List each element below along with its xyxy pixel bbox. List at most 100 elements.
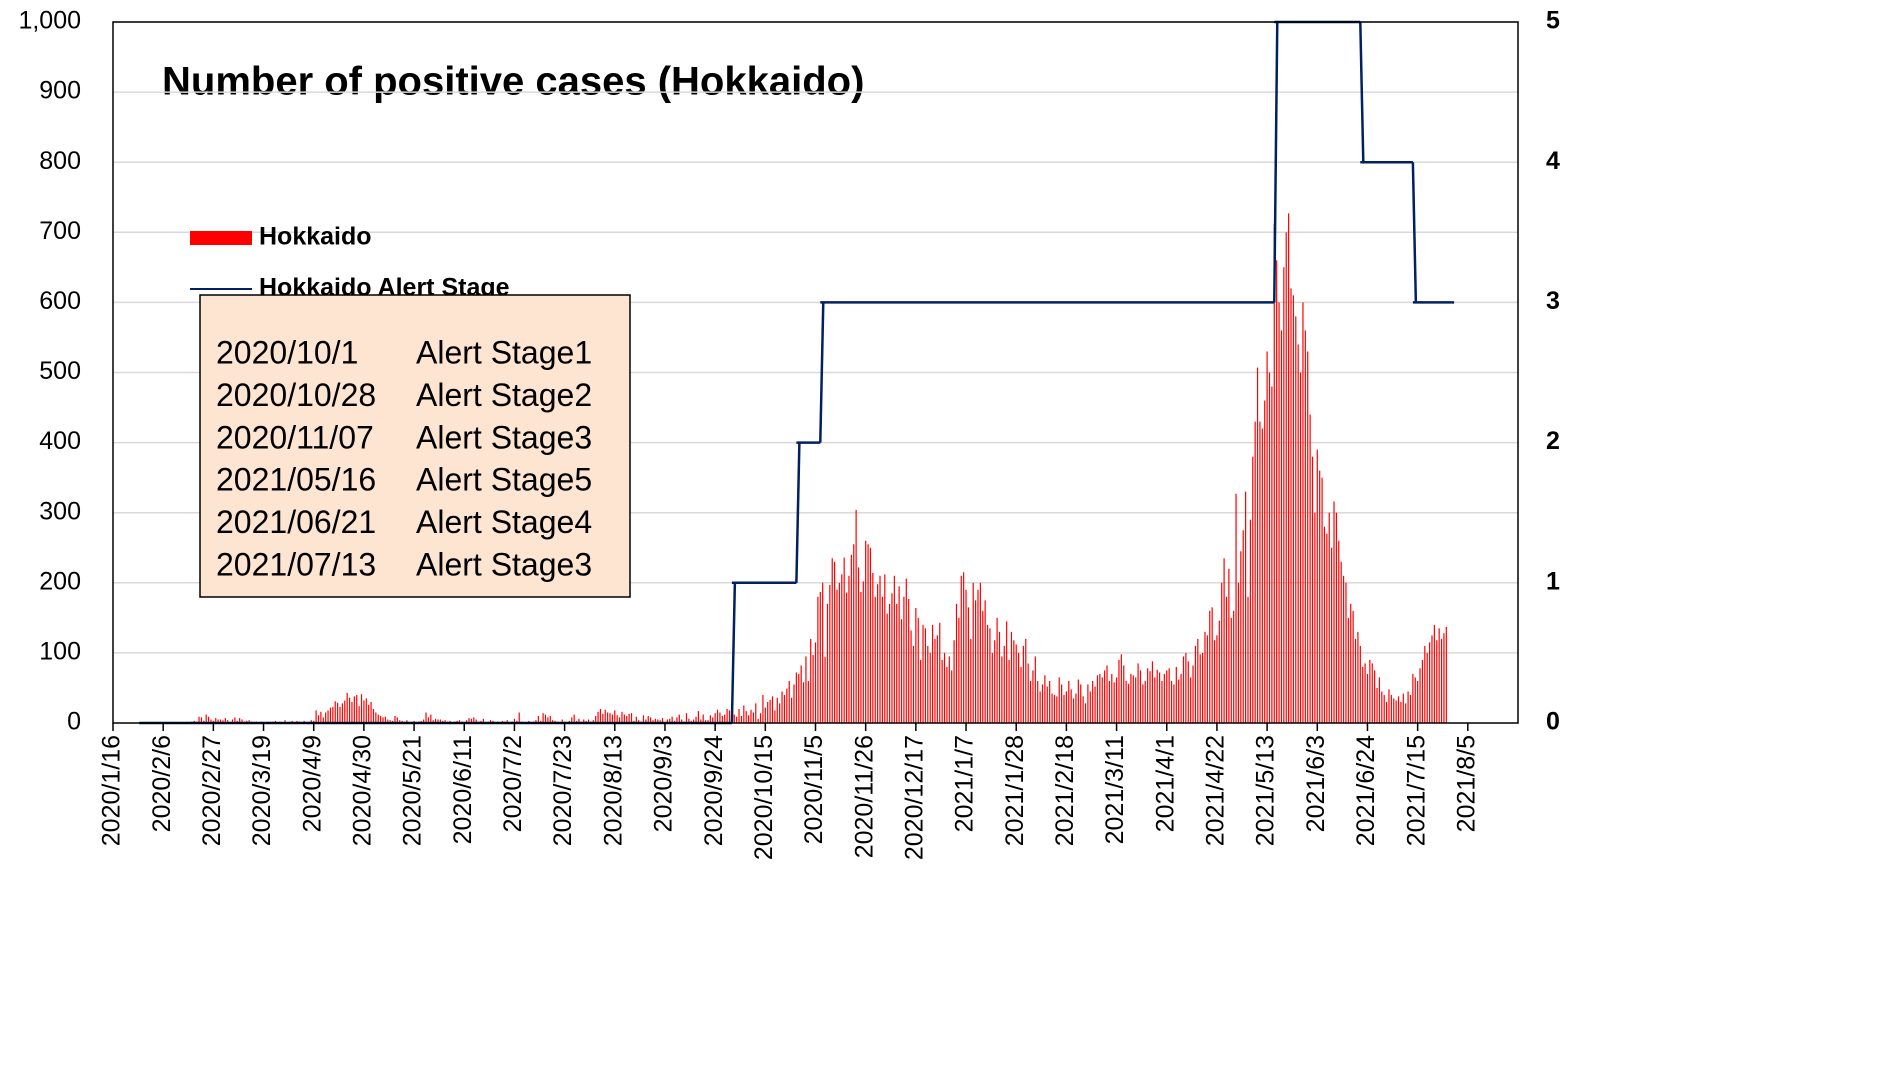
bar xyxy=(475,719,477,723)
bar xyxy=(1132,675,1134,723)
bar xyxy=(597,711,599,723)
bar xyxy=(955,603,958,723)
bar xyxy=(1393,698,1395,723)
y2-tick-label: 0 xyxy=(1546,708,1560,736)
bar xyxy=(1113,682,1115,723)
bar xyxy=(1309,414,1311,723)
bar xyxy=(963,572,965,723)
bar xyxy=(1371,663,1373,723)
bar xyxy=(681,719,683,723)
bar xyxy=(1156,669,1158,723)
bar xyxy=(337,702,339,723)
step-riser xyxy=(1273,21,1279,303)
bar xyxy=(771,696,774,723)
bar xyxy=(714,713,716,723)
x-tick-label: 2020/8/13 xyxy=(599,735,627,846)
bar xyxy=(434,718,437,723)
bar xyxy=(1278,302,1280,723)
bar xyxy=(779,703,781,723)
bar xyxy=(1364,663,1366,723)
bar xyxy=(344,700,346,723)
bar xyxy=(857,567,860,723)
bar xyxy=(432,720,434,723)
bar xyxy=(795,672,797,723)
bar xyxy=(327,710,329,723)
bar xyxy=(647,715,649,723)
bar xyxy=(862,581,864,723)
step-riser xyxy=(730,582,737,724)
bar xyxy=(836,589,838,723)
bar xyxy=(1123,665,1125,723)
bar xyxy=(1213,640,1216,723)
bar xyxy=(1147,668,1149,723)
bar xyxy=(1338,540,1340,723)
bar xyxy=(1194,645,1197,723)
bar xyxy=(793,684,795,723)
bar xyxy=(1362,666,1364,723)
bar xyxy=(1230,617,1232,723)
bar xyxy=(755,703,757,723)
bar xyxy=(1127,683,1130,723)
bar xyxy=(458,720,461,723)
bar xyxy=(231,719,234,723)
bar xyxy=(1328,512,1330,723)
bar xyxy=(829,584,831,723)
bar xyxy=(1426,652,1428,723)
x-tick-label: 2020/4/9 xyxy=(298,735,326,832)
bar xyxy=(716,709,719,723)
bar xyxy=(351,701,353,723)
bar xyxy=(571,717,573,723)
bar xyxy=(1383,694,1385,723)
bar xyxy=(1084,703,1087,723)
bar xyxy=(688,718,690,723)
bar xyxy=(239,718,241,723)
bar xyxy=(587,719,590,723)
bar xyxy=(977,589,979,723)
bar xyxy=(1266,351,1268,723)
x-tick-label: 2021/6/3 xyxy=(1302,735,1330,832)
bar xyxy=(621,711,623,723)
bar xyxy=(1302,302,1304,723)
bar xyxy=(726,708,728,723)
bar xyxy=(843,557,845,723)
bar xyxy=(604,709,606,723)
bar xyxy=(650,717,652,723)
x-tick-label: 2021/7/15 xyxy=(1402,735,1430,846)
x-tick-label: 2021/5/13 xyxy=(1252,735,1280,846)
bar xyxy=(1061,684,1063,723)
bar xyxy=(599,708,602,723)
bar xyxy=(1120,654,1122,723)
bar xyxy=(838,582,840,723)
bar xyxy=(776,697,778,723)
bar xyxy=(346,692,348,723)
bar xyxy=(903,596,905,723)
bar xyxy=(922,624,924,723)
y2-tick-label: 2 xyxy=(1546,427,1560,455)
bar xyxy=(1225,596,1228,723)
bar xyxy=(693,719,695,723)
bar xyxy=(626,715,628,723)
bar xyxy=(380,715,382,723)
bar xyxy=(544,714,547,723)
bar xyxy=(1254,421,1256,723)
bar xyxy=(1264,400,1266,723)
note-date: 2021/05/16 xyxy=(216,462,376,498)
bar xyxy=(704,720,707,723)
bar xyxy=(1433,624,1435,723)
bar xyxy=(241,719,243,723)
bar xyxy=(869,547,872,723)
bar xyxy=(917,617,919,723)
bar xyxy=(1154,677,1156,723)
bar xyxy=(1414,677,1416,723)
bar xyxy=(1237,582,1240,723)
bar xyxy=(1402,693,1404,723)
bar xyxy=(1130,673,1132,723)
bar xyxy=(1354,638,1357,723)
bar xyxy=(900,619,903,723)
bar xyxy=(1108,680,1111,723)
bar xyxy=(998,631,1001,723)
bar xyxy=(1056,696,1058,723)
bar xyxy=(358,706,360,723)
bar xyxy=(547,717,549,723)
bar xyxy=(423,719,425,723)
